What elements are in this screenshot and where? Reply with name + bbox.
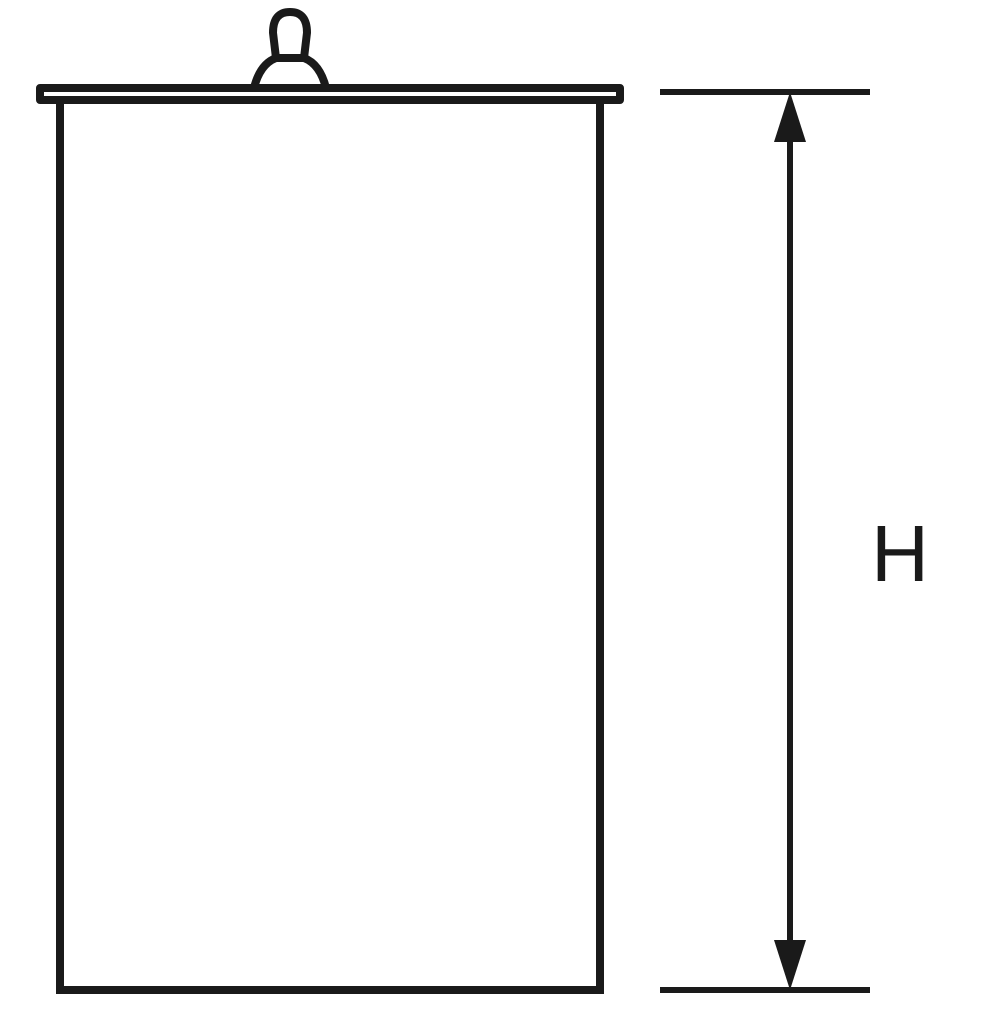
dimension-label-h: H bbox=[871, 509, 929, 598]
knob-base bbox=[254, 58, 326, 88]
arrowhead-top bbox=[774, 92, 806, 142]
arrowhead-bottom bbox=[774, 940, 806, 990]
knob-top bbox=[273, 12, 307, 58]
container-lid bbox=[40, 88, 620, 100]
technical-drawing: H bbox=[0, 0, 1000, 1031]
container-body bbox=[60, 100, 600, 990]
